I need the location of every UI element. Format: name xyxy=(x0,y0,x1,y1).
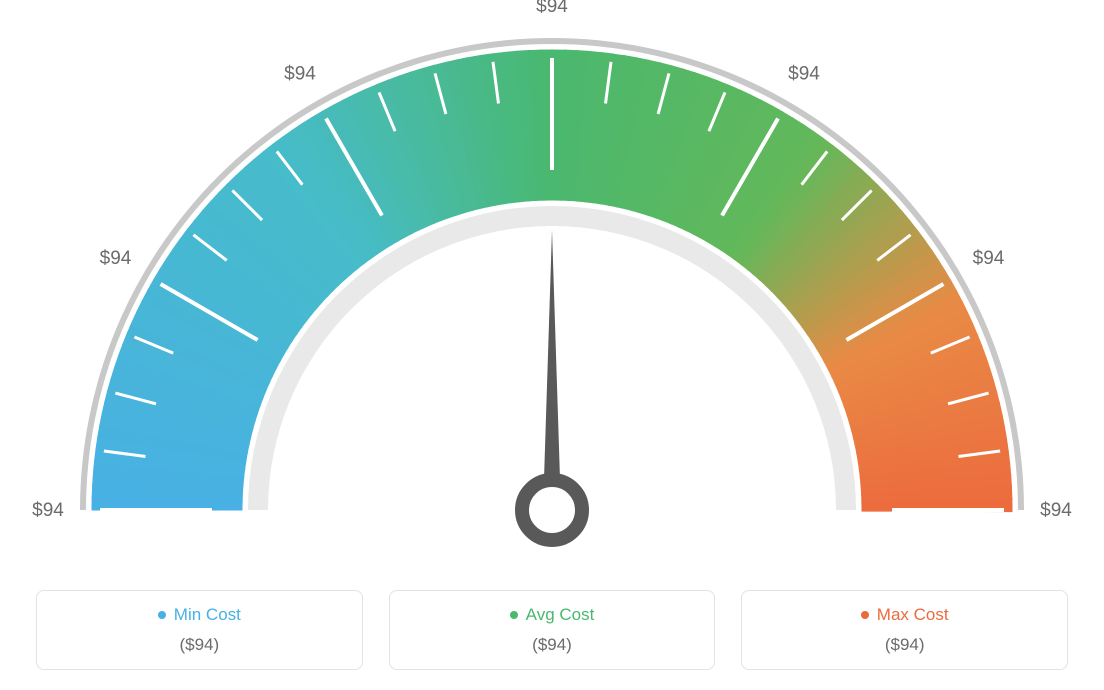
gauge-needle xyxy=(543,230,561,510)
legend-dot-max xyxy=(861,611,869,619)
gauge-tick-label: $94 xyxy=(100,248,132,269)
legend-label-max: Max Cost xyxy=(752,605,1057,625)
legend-value-min: ($94) xyxy=(47,635,352,655)
legend-box-max: Max Cost ($94) xyxy=(741,590,1068,670)
gauge-tick-label: $94 xyxy=(1040,500,1072,521)
legend-label-avg: Avg Cost xyxy=(400,605,705,625)
legend-value-avg: ($94) xyxy=(400,635,705,655)
legend-label-min: Min Cost xyxy=(47,605,352,625)
gauge-tick-label: $94 xyxy=(284,64,316,85)
gauge-tick-label: $94 xyxy=(973,248,1005,269)
gauge-needle-hub xyxy=(522,480,582,540)
gauge-tick-label: $94 xyxy=(536,0,568,17)
legend-text-max: Max Cost xyxy=(877,605,949,625)
legend-dot-avg xyxy=(510,611,518,619)
gauge-tick-label: $94 xyxy=(788,64,820,85)
chart-container: $94 $94 $94 $94 $94 $94 $94 Min Cost ($94) Avg… xyxy=(0,0,1104,690)
gauge-svg: $94 $94 $94 $94 $94 $94 $94 xyxy=(0,0,1104,560)
gauge-tick-label: $94 xyxy=(32,500,64,521)
legend-row: Min Cost ($94) Avg Cost ($94) Max Cost (… xyxy=(0,590,1104,670)
gauge-chart: $94 $94 $94 $94 $94 $94 $94 xyxy=(0,0,1104,560)
legend-box-avg: Avg Cost ($94) xyxy=(389,590,716,670)
legend-text-avg: Avg Cost xyxy=(526,605,595,625)
legend-value-max: ($94) xyxy=(752,635,1057,655)
legend-dot-min xyxy=(158,611,166,619)
legend-box-min: Min Cost ($94) xyxy=(36,590,363,670)
legend-text-min: Min Cost xyxy=(174,605,241,625)
